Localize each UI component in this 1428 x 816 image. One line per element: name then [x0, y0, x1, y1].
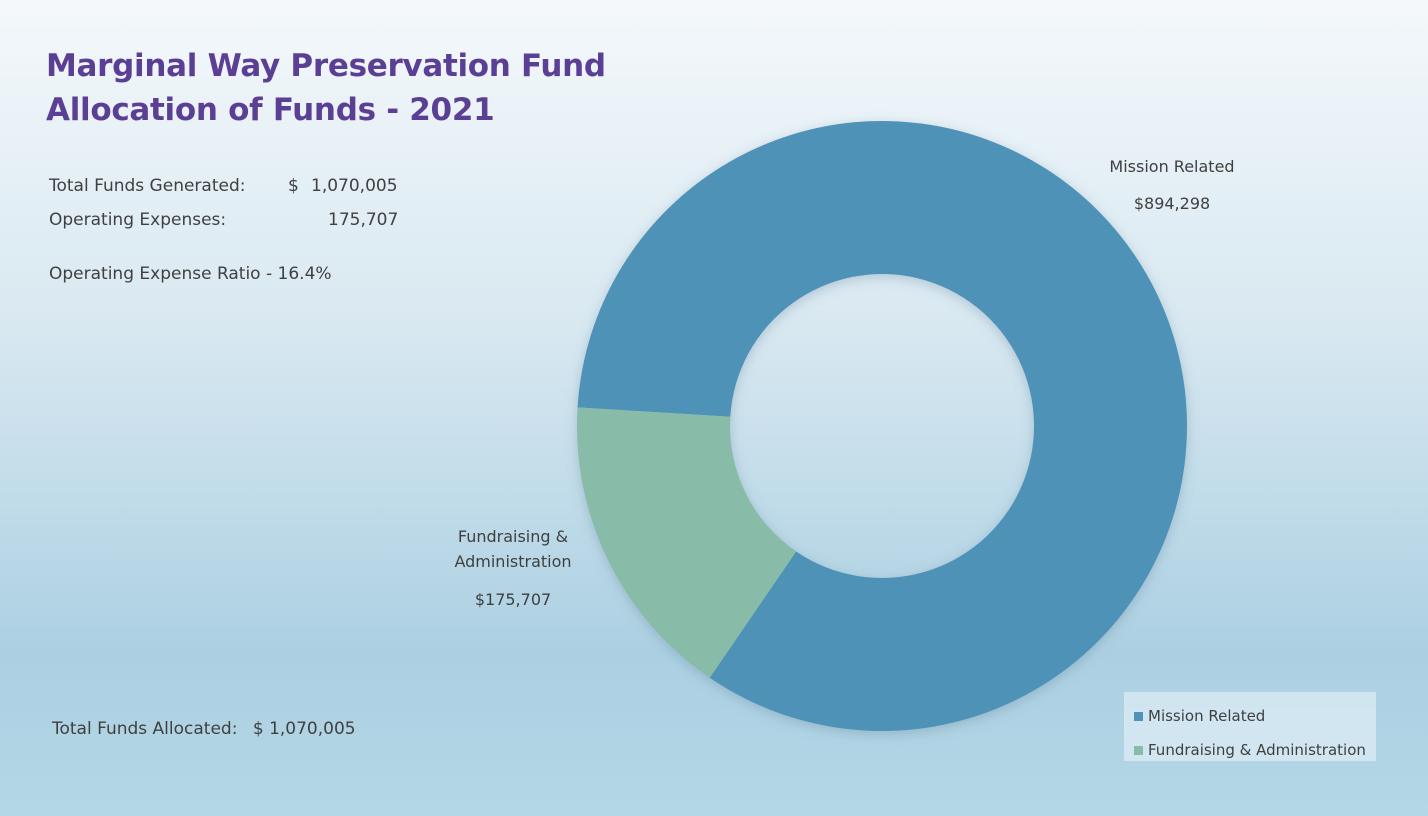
operating-ratio-text: Operating Expense Ratio - 16.4% [49, 264, 332, 284]
legend-swatch-mission [1134, 711, 1143, 721]
slice-mission [577, 120, 1187, 731]
slice-label-fundraising-line-1: Fundraising & [458, 527, 568, 546]
legend-label-fundraising: Fundraising & Administration [1148, 741, 1366, 759]
operating-expenses-label: Operating Expenses: [49, 210, 227, 230]
legend-label-mission: Mission Related [1148, 707, 1266, 725]
total-allocated-label: Total Funds Allocated: [52, 719, 238, 739]
total-funds-label: Total Funds Generated: [49, 176, 246, 196]
title-line-2: Allocation of Funds - 2021 [46, 92, 495, 128]
total-allocated-value: $ 1,070,005 [252, 719, 356, 739]
title-line-1: Marginal Way Preservation Fund [46, 48, 606, 84]
total-funds-currency: $ [288, 176, 299, 196]
data-label-fundraising: $175,707 [475, 590, 551, 609]
operating-expenses-value: 175,707 [328, 210, 399, 230]
total-funds-value: 1,070,005 [311, 176, 398, 196]
chart-title: Marginal Way Preservation Fund Allocatio… [46, 44, 606, 132]
slice-label-fundraising-line-2: Administration [454, 552, 571, 571]
chart-legend: Mission Related Fundraising & Administra… [1124, 692, 1376, 761]
total-allocated: Total Funds Allocated: $ 1,070,005 [52, 719, 356, 739]
legend-item-fundraising: Fundraising & Administration [1124, 733, 1376, 767]
data-label-mission: $894,298 [1134, 194, 1210, 213]
slice-fundraising [577, 407, 797, 678]
slice-label-mission-line-1: Mission Related [1109, 157, 1234, 176]
legend-item-mission: Mission Related [1124, 699, 1376, 733]
legend-swatch-fundraising [1134, 745, 1143, 755]
